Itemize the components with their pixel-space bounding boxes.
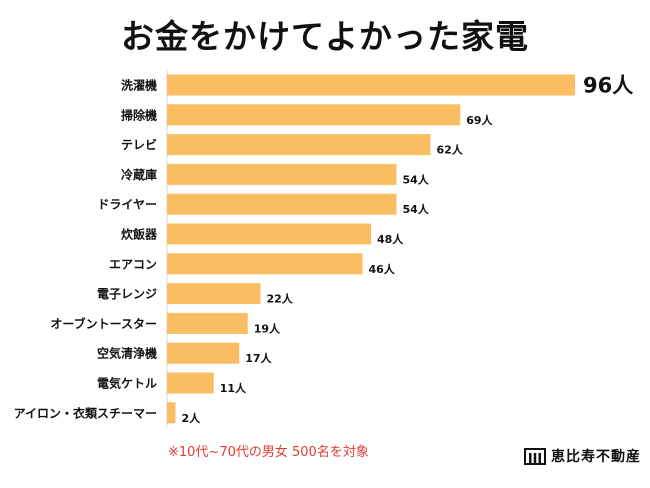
bar xyxy=(167,163,397,185)
category-label: 空気清浄機 xyxy=(97,346,157,361)
category-label: 電子レンジ xyxy=(97,287,157,301)
bar xyxy=(167,253,363,275)
bar xyxy=(167,223,371,245)
value-label: 2人 xyxy=(182,411,202,425)
category-label: ドライヤー xyxy=(97,198,157,212)
value-label: 96人 xyxy=(583,74,633,98)
value-label: 11人 xyxy=(220,381,247,395)
category-label: テレビ xyxy=(121,137,157,152)
building-logo-icon xyxy=(524,447,546,465)
bar xyxy=(167,74,575,96)
value-label: 46人 xyxy=(369,262,396,276)
value-label: 69人 xyxy=(466,113,493,127)
bar xyxy=(167,134,431,156)
category-label: オーブントースター xyxy=(50,316,157,331)
category-label: 冷蔵庫 xyxy=(121,167,157,182)
category-label: アイロン・衣類スチーマー xyxy=(14,405,157,420)
bar xyxy=(167,193,397,215)
bar xyxy=(167,283,261,305)
bar xyxy=(167,342,240,364)
bar xyxy=(167,104,461,126)
bar xyxy=(167,372,214,394)
category-label: エアコン xyxy=(109,257,157,271)
bar xyxy=(167,402,176,424)
chart-title: お金をかけてよかった家電 xyxy=(121,17,529,56)
category-label: 洗濯機 xyxy=(121,78,157,93)
value-label: 19人 xyxy=(254,321,281,335)
footnote: ※10代~70代の男女 500名を対象 xyxy=(168,445,369,460)
value-label: 48人 xyxy=(377,232,404,246)
value-label: 17人 xyxy=(245,351,272,365)
value-label: 54人 xyxy=(403,172,430,186)
category-label: 炊飯器 xyxy=(121,227,158,242)
bar xyxy=(167,312,248,334)
category-label: 電気ケトル xyxy=(97,376,157,391)
value-label: 22人 xyxy=(267,292,294,306)
value-label: 62人 xyxy=(437,143,464,157)
brand-name: 恵比寿不動産 xyxy=(551,449,641,465)
value-label: 54人 xyxy=(403,202,430,216)
category-label: 掃除機 xyxy=(121,107,157,122)
brand-logo: 恵比寿不動産 xyxy=(524,446,641,466)
